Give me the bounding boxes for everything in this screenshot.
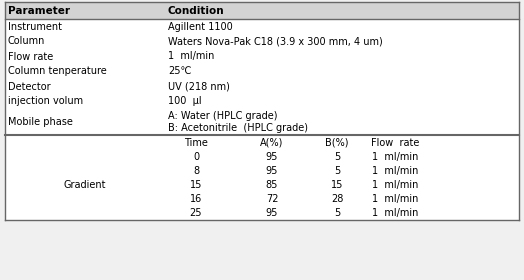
- Bar: [5, 178, 519, 192]
- Text: 1  ml/min: 1 ml/min: [372, 166, 418, 176]
- Text: Mobile phase: Mobile phase: [8, 117, 73, 127]
- Text: 95: 95: [266, 152, 278, 162]
- Text: 1  ml/min: 1 ml/min: [372, 152, 418, 162]
- Bar: [5, 64, 519, 79]
- Text: 95: 95: [266, 166, 278, 176]
- Text: A: Water (HPLC grade): A: Water (HPLC grade): [168, 111, 278, 121]
- Text: Column: Column: [8, 36, 46, 46]
- Bar: [5, 79, 519, 94]
- Text: 5: 5: [334, 152, 340, 162]
- Text: 5: 5: [334, 166, 340, 176]
- Text: 15: 15: [331, 180, 343, 190]
- Text: Flow rate: Flow rate: [8, 52, 53, 62]
- Text: Gradient: Gradient: [64, 180, 106, 190]
- Text: B(%): B(%): [325, 137, 349, 148]
- Text: 28: 28: [331, 194, 343, 204]
- Text: Instrument: Instrument: [8, 22, 62, 32]
- Text: 1  ml/min: 1 ml/min: [168, 52, 214, 62]
- Text: 8: 8: [193, 166, 199, 176]
- Text: 85: 85: [266, 180, 278, 190]
- Bar: [5, 2, 519, 19]
- Text: Flow  rate: Flow rate: [371, 137, 419, 148]
- Text: Condition: Condition: [168, 6, 225, 15]
- Bar: [5, 192, 519, 206]
- Text: 95: 95: [266, 208, 278, 218]
- Bar: [5, 150, 519, 164]
- Text: 1  ml/min: 1 ml/min: [372, 180, 418, 190]
- Text: Detector: Detector: [8, 81, 51, 92]
- Text: B: Acetonitrile  (HPLC grade): B: Acetonitrile (HPLC grade): [168, 123, 308, 133]
- Bar: [5, 34, 519, 49]
- Text: Agillent 1100: Agillent 1100: [168, 22, 233, 32]
- Bar: [5, 49, 519, 64]
- Bar: [5, 109, 519, 135]
- Bar: [5, 19, 519, 34]
- Text: Time: Time: [184, 137, 208, 148]
- Text: 5: 5: [334, 208, 340, 218]
- Text: 1  ml/min: 1 ml/min: [372, 194, 418, 204]
- Text: Column tenperature: Column tenperature: [8, 67, 107, 76]
- Text: A(%): A(%): [260, 137, 283, 148]
- Text: 16: 16: [190, 194, 202, 204]
- Text: 72: 72: [266, 194, 278, 204]
- Bar: [5, 135, 519, 150]
- Bar: [5, 206, 519, 220]
- Text: UV (218 nm): UV (218 nm): [168, 81, 230, 92]
- Text: 1  ml/min: 1 ml/min: [372, 208, 418, 218]
- Text: 0: 0: [193, 152, 199, 162]
- Text: 15: 15: [190, 180, 202, 190]
- Text: 100  μl: 100 μl: [168, 97, 202, 106]
- Text: injection volum: injection volum: [8, 97, 83, 106]
- Bar: [5, 94, 519, 109]
- Text: Parameter: Parameter: [8, 6, 70, 15]
- Text: Waters Nova-Pak C18 (3.9 x 300 mm, 4 um): Waters Nova-Pak C18 (3.9 x 300 mm, 4 um): [168, 36, 383, 46]
- Text: 25: 25: [190, 208, 202, 218]
- Text: 25℃: 25℃: [168, 67, 191, 76]
- Bar: [5, 164, 519, 178]
